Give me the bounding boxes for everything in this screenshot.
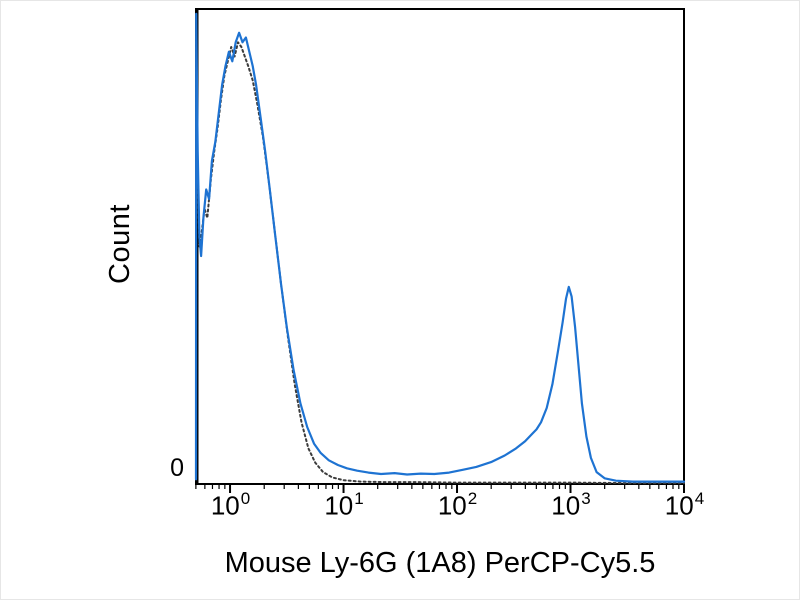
x-tick-label-10e4: 104: [664, 489, 705, 521]
series-dotted-black: [195, 31, 685, 485]
y-axis-label: Count: [104, 204, 136, 284]
x-tick-label-10e2: 102: [437, 489, 478, 521]
x-tick-label-10e1: 101: [324, 489, 364, 521]
x-tick-label-10e3: 103: [551, 489, 591, 521]
plot-frame: [195, 8, 685, 485]
y-axis-zero-label: 0: [170, 454, 184, 482]
x-axis-tick-labels: 100 101 102 103 104: [0, 489, 800, 532]
x-axis-title: Mouse Ly-6G (1A8) PerCP-Cy5.5: [224, 547, 656, 579]
series-solid-blue: [194, 12, 686, 483]
x-tick-label-10e0: 100: [210, 489, 251, 521]
